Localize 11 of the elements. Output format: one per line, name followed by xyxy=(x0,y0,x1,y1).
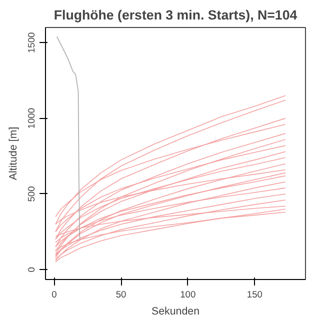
x-tick-label: 50 xyxy=(116,290,126,300)
y-axis-title: Altitude [m] xyxy=(8,126,20,180)
x-axis-title: Sekunden xyxy=(152,306,200,318)
y-tick-label: 1500 xyxy=(26,32,36,54)
x-tick-label: 0 xyxy=(52,290,57,300)
x-tick-label: 150 xyxy=(246,290,262,300)
y-tick-label: 500 xyxy=(26,186,36,202)
chart-title: Flughöhe (ersten 3 min. Starts), N=104 xyxy=(54,8,298,22)
x-tick-label: 100 xyxy=(180,290,196,300)
y-tick-label: 1000 xyxy=(26,108,36,129)
y-tick-label: 0 xyxy=(26,267,36,272)
